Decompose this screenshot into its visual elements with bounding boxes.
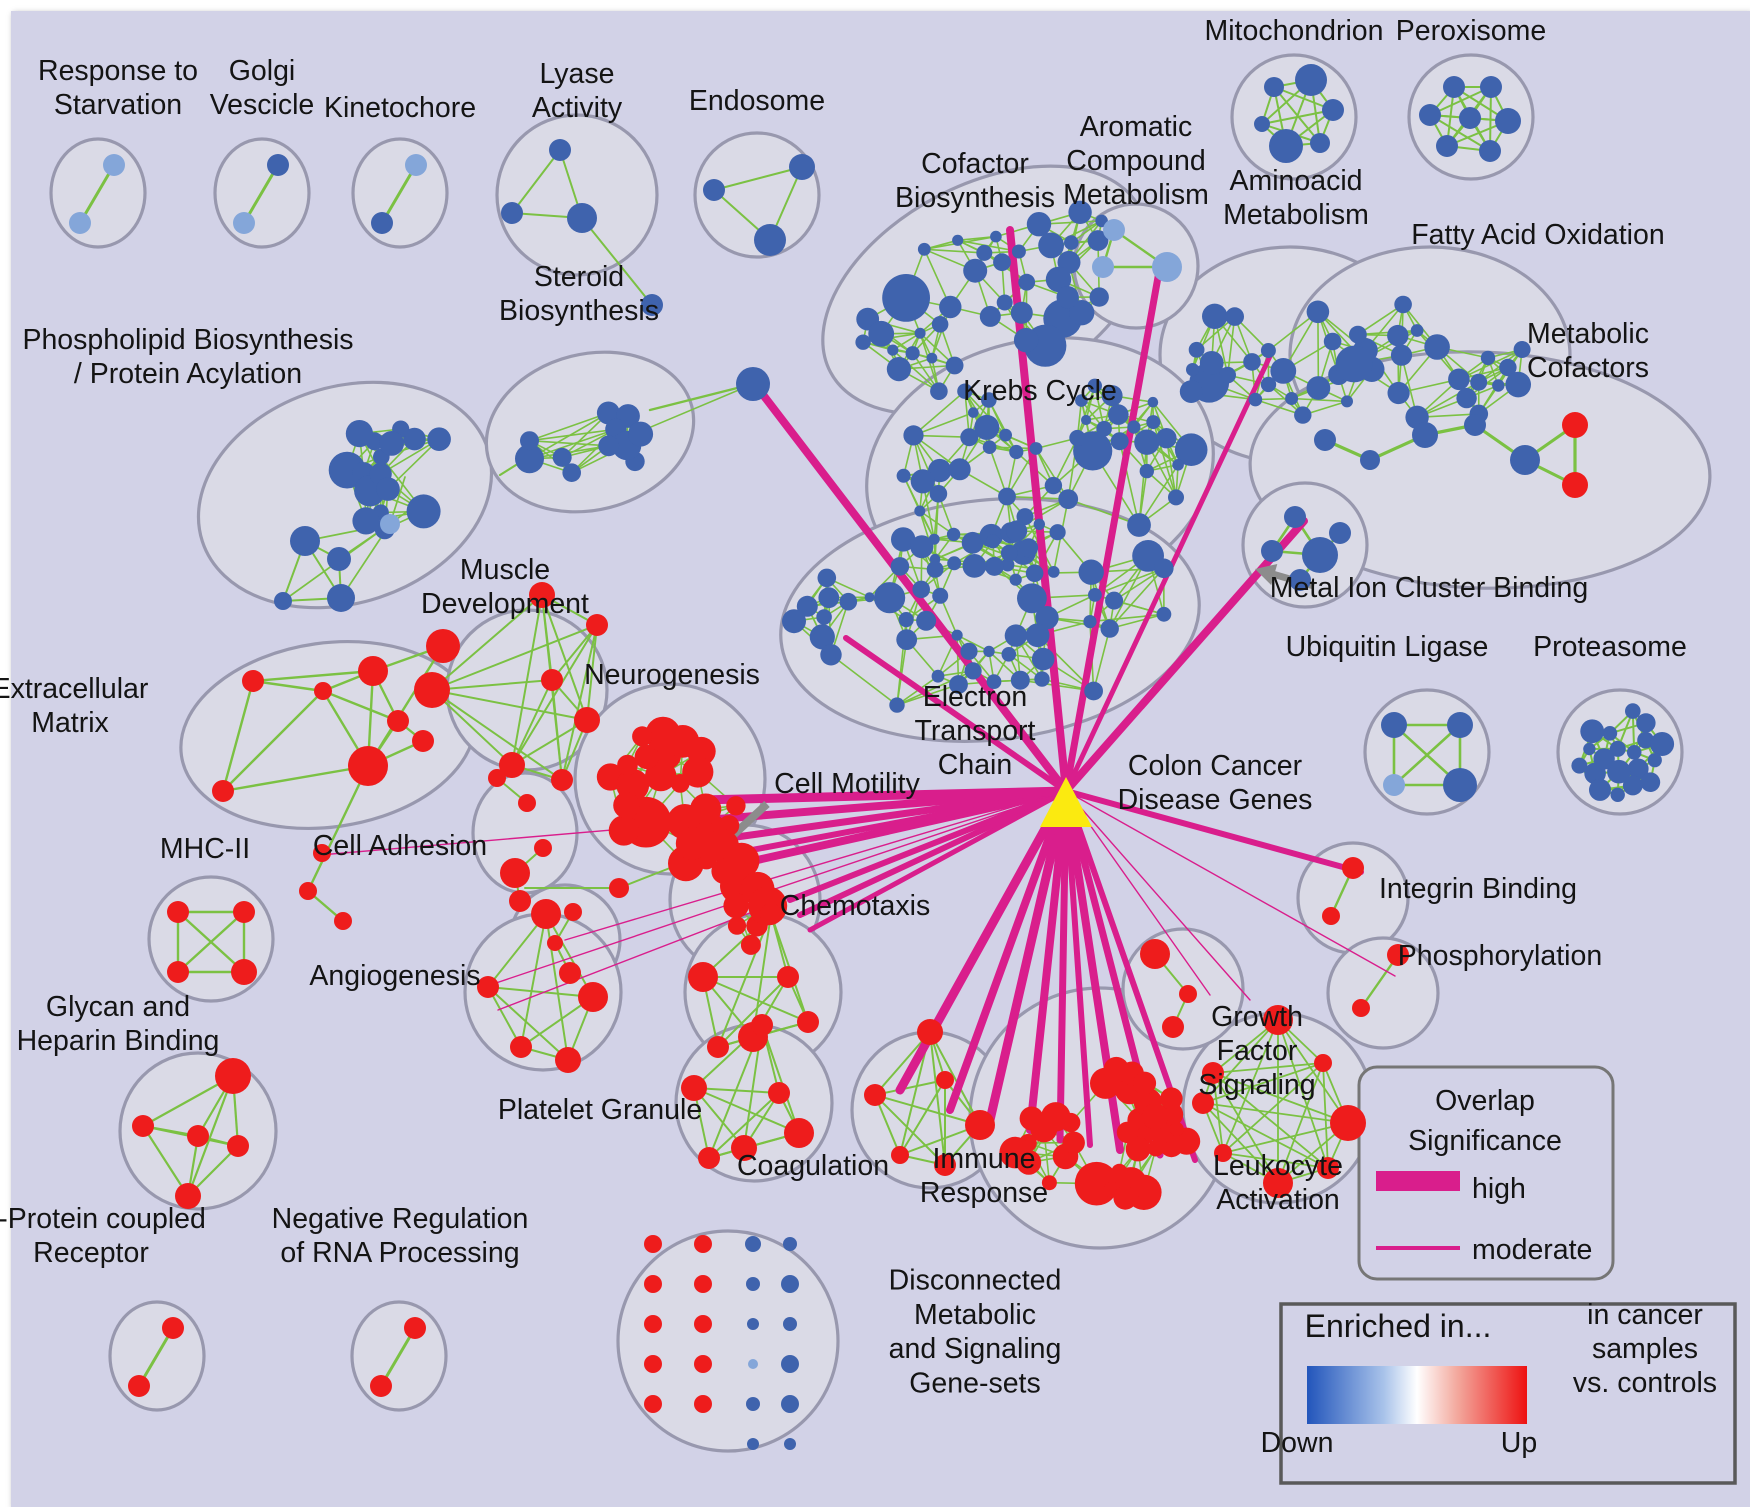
svg-text:Chemotaxis: Chemotaxis bbox=[780, 890, 930, 922]
svg-text:Phospholipid Biosynthesis/ Pro: Phospholipid Biosynthesis / Protein Acyla… bbox=[22, 324, 353, 390]
svg-text:Mitochondrion: Mitochondrion bbox=[1204, 15, 1383, 47]
svg-text:Krebs Cycle: Krebs Cycle bbox=[963, 375, 1117, 407]
svg-text:Down: Down bbox=[1261, 1427, 1334, 1459]
svg-text:MHC-II: MHC-II bbox=[160, 833, 250, 865]
svg-text:high: high bbox=[1472, 1173, 1526, 1205]
svg-text:Neurogenesis: Neurogenesis bbox=[584, 659, 760, 691]
svg-text:Platelet Granule: Platelet Granule bbox=[498, 1094, 702, 1126]
svg-text:Metal Ion Cluster Binding: Metal Ion Cluster Binding bbox=[1270, 572, 1588, 604]
svg-text:Peroxisome: Peroxisome bbox=[1396, 15, 1546, 47]
svg-text:Coagulation: Coagulation bbox=[737, 1150, 889, 1182]
svg-text:Endosome: Endosome bbox=[689, 85, 825, 117]
svg-text:Significance: Significance bbox=[1408, 1125, 1562, 1157]
svg-text:Up: Up bbox=[1501, 1427, 1537, 1459]
svg-text:Fatty Acid Oxidation: Fatty Acid Oxidation bbox=[1411, 219, 1664, 251]
svg-text:moderate: moderate bbox=[1472, 1234, 1592, 1266]
svg-text:Enriched in...: Enriched in... bbox=[1305, 1308, 1492, 1344]
svg-text:Cell Adhesion: Cell Adhesion bbox=[313, 830, 487, 862]
svg-text:Cell Motility: Cell Motility bbox=[774, 768, 920, 800]
svg-text:Proteasome: Proteasome bbox=[1533, 631, 1687, 663]
svg-text:Kinetochore: Kinetochore bbox=[324, 92, 476, 124]
svg-text:Phosphorylation: Phosphorylation bbox=[1398, 940, 1602, 972]
svg-text:Ubiquitin Ligase: Ubiquitin Ligase bbox=[1286, 631, 1489, 663]
svg-text:Angiogenesis: Angiogenesis bbox=[309, 960, 480, 992]
svg-text:Integrin Binding: Integrin Binding bbox=[1379, 873, 1577, 905]
svg-text:Overlap: Overlap bbox=[1435, 1085, 1535, 1117]
